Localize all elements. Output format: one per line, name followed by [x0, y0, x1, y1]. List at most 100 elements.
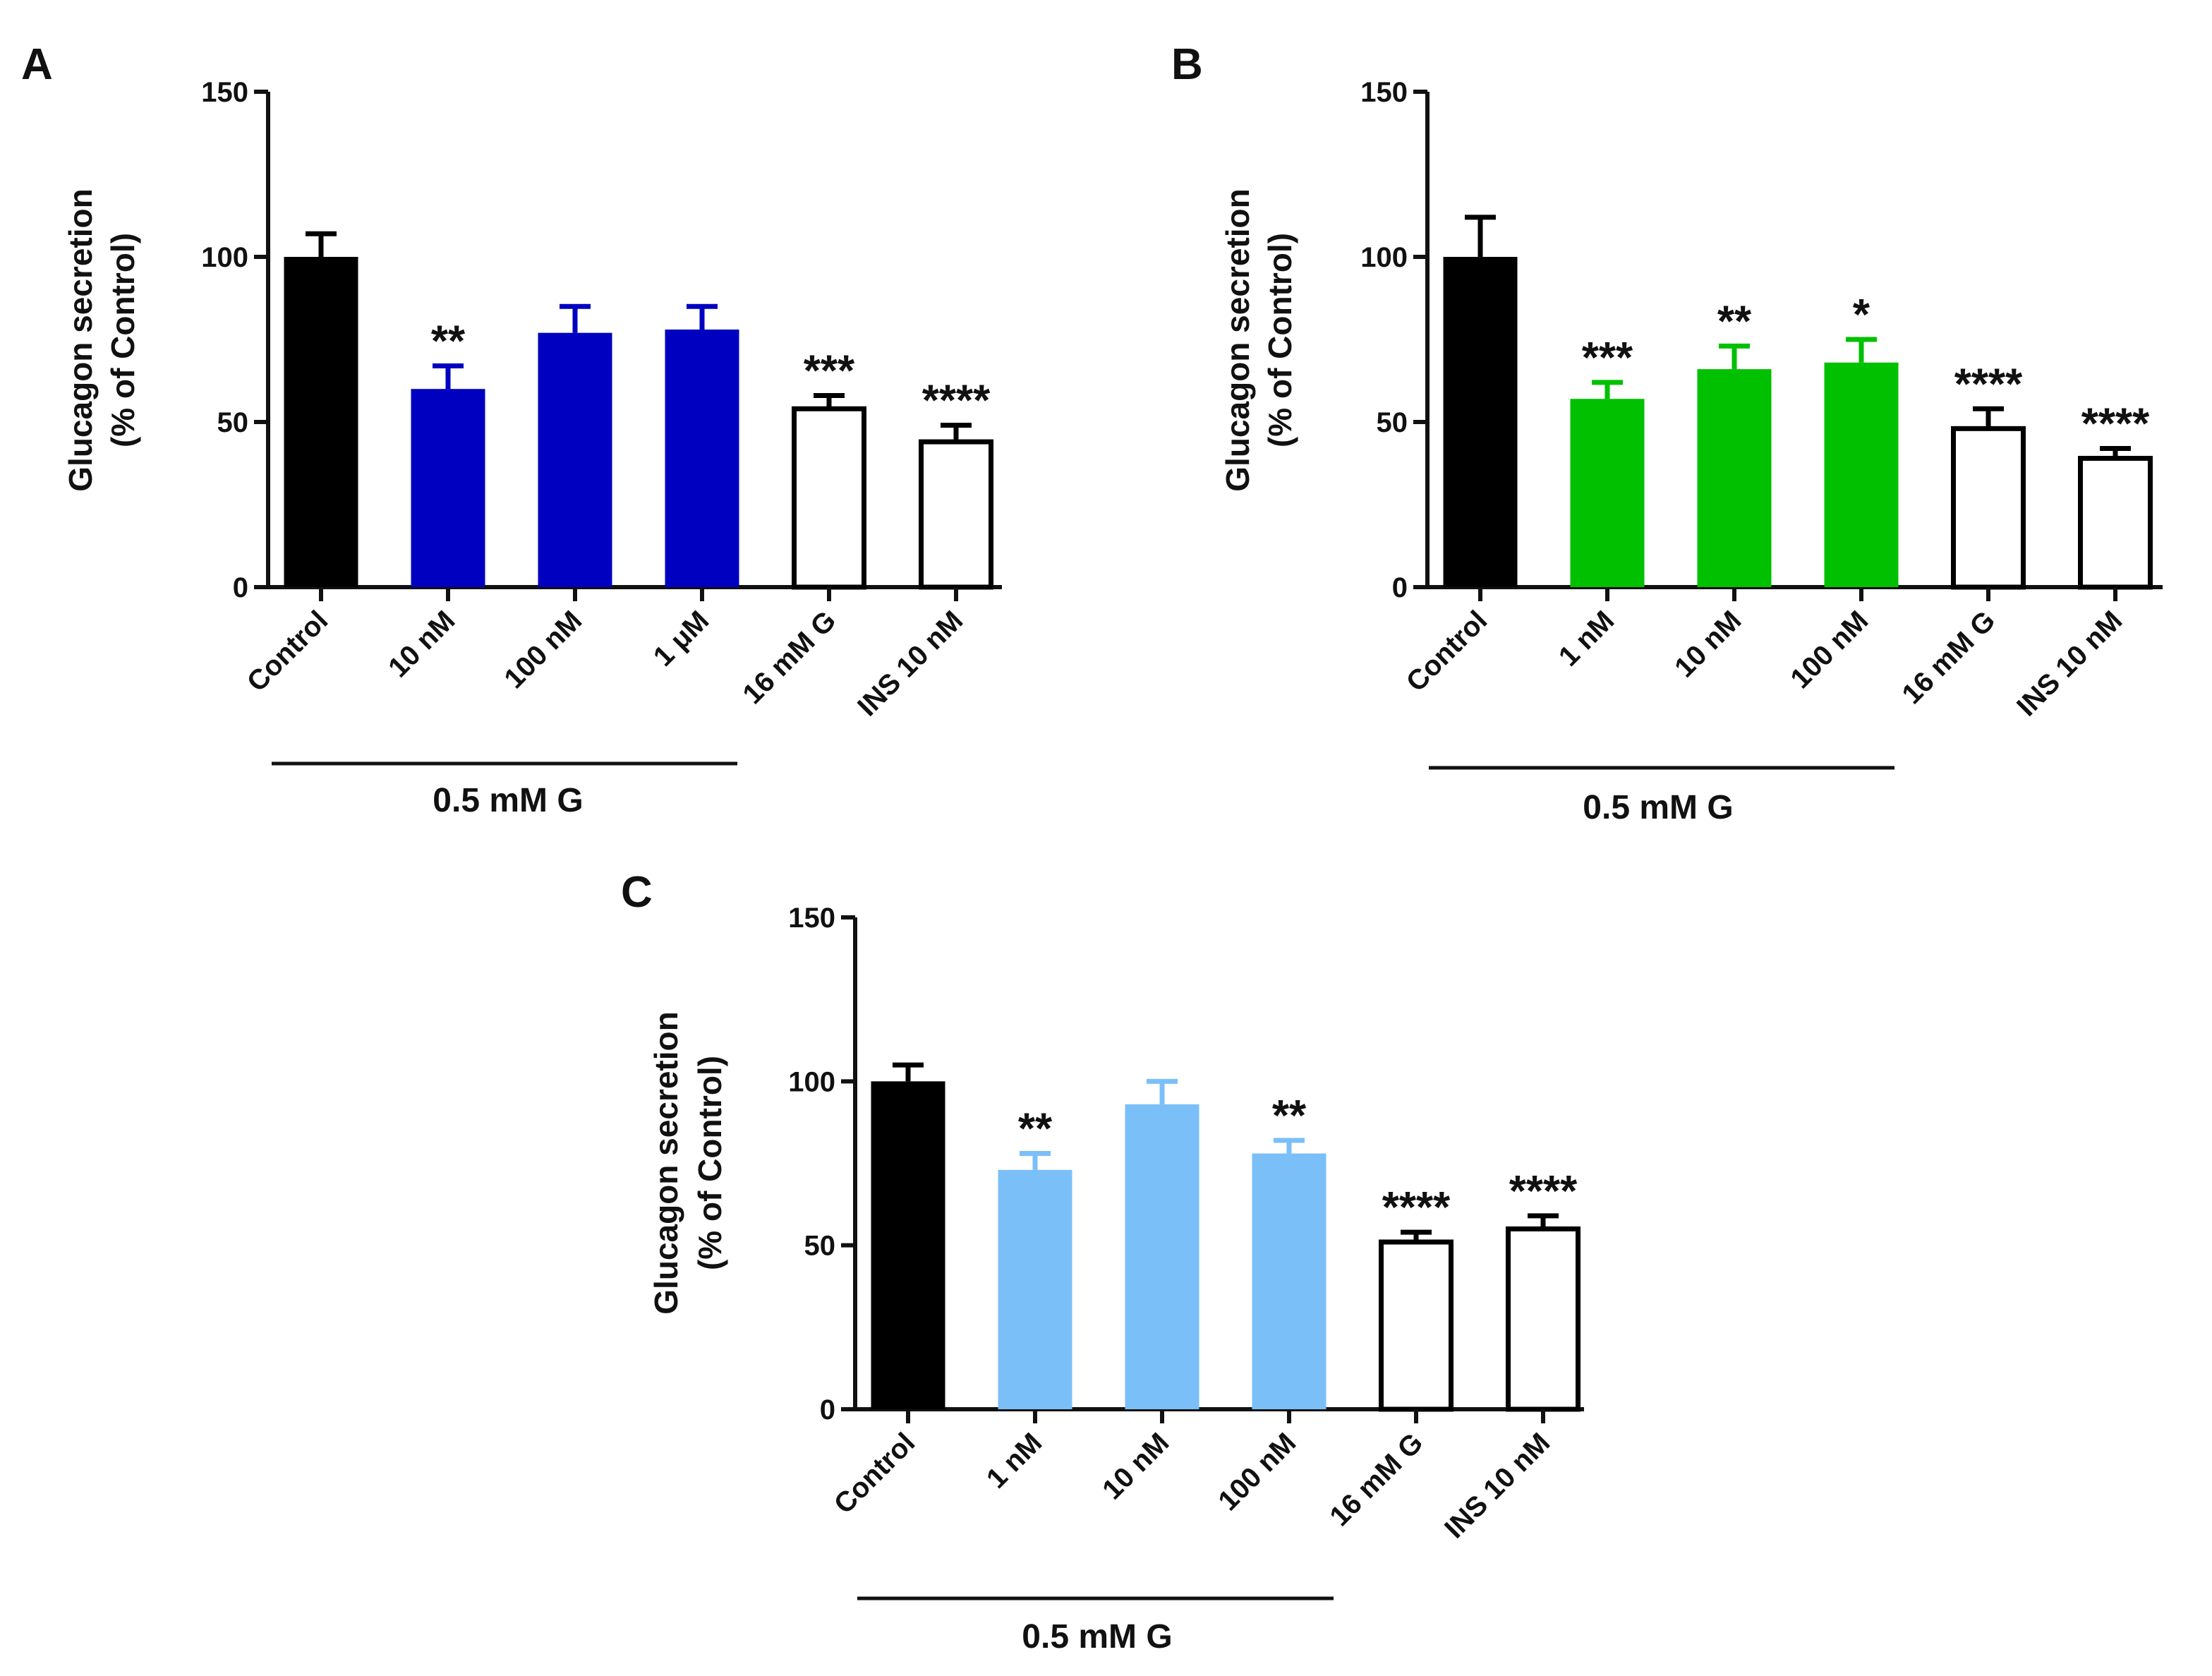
panel-b-x-label-3: 100 nM	[1784, 605, 1874, 694]
panel-c-x-label-2: 10 nM	[1096, 1427, 1175, 1505]
panel-c-significance-4: ****	[1382, 1183, 1451, 1232]
panel-a-error-bars	[306, 231, 972, 442]
panel-b-significance-1: ***	[1582, 334, 1633, 382]
panel-b-significance-marks: ***** *********	[1582, 291, 2150, 448]
panel-c-y-tick-label-0: 0	[820, 1394, 835, 1425]
panel-b-group-label: 0.5 mM G	[1583, 789, 1733, 826]
panel-b-bar-0	[1443, 257, 1518, 587]
panel-b-y-ticks: 0 50 100 150	[1360, 77, 1427, 603]
panel-a-ylabel-line1: Glucagon secretion	[62, 188, 99, 491]
panel-b-x-label-5: INS 10 nM	[2011, 605, 2128, 722]
panel-b-x-label-2: 10 nM	[1669, 605, 1747, 683]
panel-c-bars	[871, 1081, 1581, 1412]
panel-b-error-bar-4	[1973, 406, 2004, 429]
panel-b-bar-2	[1697, 369, 1772, 587]
panel-a-error-bar-3	[687, 303, 718, 330]
panel-a-y-tick-label-0: 0	[233, 572, 248, 603]
panel-c-y-ticks: 0 50 100 150	[788, 903, 855, 1425]
panel-a-error-bar-4	[814, 393, 845, 409]
panel-c-bar-4	[1379, 1239, 1453, 1412]
panel-a-x-label-1: 10 nM	[382, 605, 461, 683]
panel-a-bar-2	[538, 332, 612, 587]
panel-c-ylabel-line1: Glucagon secretion	[648, 1011, 684, 1314]
panel-b-significance-2: **	[1717, 297, 1752, 346]
panel-c-significance-3: **	[1272, 1092, 1307, 1140]
panel-a-error-bar-0	[306, 231, 337, 257]
panel-b-y-tick-label-0: 0	[1392, 572, 1408, 603]
panel-c-x-label-3: 100 nM	[1212, 1427, 1302, 1517]
panel-b-ylabel-line2: (% of Control)	[1262, 233, 1298, 447]
panel-c-y-tick-label-2: 100	[788, 1066, 835, 1097]
panel-c-x-label-1: 1 nM	[981, 1427, 1048, 1495]
panel-a-significance-5: ****	[922, 377, 991, 426]
panel-b-label: B	[1171, 40, 1203, 89]
panel-a-x-tick-labels: Control 10 nM 100 nM 1 μM 16 mM G INS 10 nM	[241, 587, 969, 723]
panel-c-x-label-0: Control	[828, 1427, 921, 1520]
panel-b-error-bar-1	[1592, 380, 1623, 399]
panel-a-error-bar-5	[941, 423, 972, 442]
panel-a-significance-4: ***	[804, 347, 855, 396]
panel-c-x-tick-labels: Control 1 nM 10 nM 100 nM 16 mM G INS 10 nM	[828, 1409, 1556, 1545]
panel-c-error-bar-3	[1274, 1138, 1305, 1154]
panel-a-y-tick-label-1: 50	[217, 407, 249, 438]
panel-a-bar-1	[411, 389, 485, 587]
panel-a-label: A	[21, 40, 53, 89]
panel-a-y-tick-label-2: 100	[201, 242, 248, 273]
panel-c-bar-5	[1506, 1226, 1581, 1412]
panel-c-x-label-4: 16 mM G	[1324, 1427, 1429, 1532]
panel-a-significance-1: **	[431, 317, 466, 366]
panel-b-significance-3: *	[1853, 291, 1870, 339]
panel-b-error-bars	[1465, 215, 2131, 459]
panel-b-x-tick-labels: Control 1 nM 10 nM 100 nM 16 mM G INS 10 nM	[1401, 587, 2128, 723]
panel-b-bar-4	[1951, 426, 2026, 590]
panel-b-ylabel-line1: Glucagon secretion	[1219, 188, 1256, 491]
panel-a-significance-marks: *********	[431, 317, 991, 425]
panel-c-y-tick-label-3: 150	[788, 903, 835, 934]
panel-b-error-bar-5	[2100, 445, 2131, 459]
panel-c: C Glucagon secretion (% of Control) 0 50 1…	[621, 868, 1584, 1656]
panel-c-bar-2	[1125, 1104, 1199, 1409]
panel-b-significance-4: ****	[1954, 360, 2023, 409]
panel-a-x-label-2: 100 nM	[498, 605, 588, 694]
panel-c-error-bar-2	[1147, 1078, 1178, 1104]
panel-b: B Glucagon secretion (% of Control) 0 50 1…	[1171, 40, 2163, 826]
panel-a-error-bar-1	[433, 363, 464, 390]
panel-b-bar-3	[1824, 362, 1899, 587]
panel-b-y-tick-label-1: 50	[1377, 407, 1408, 438]
panel-a: A Glucagon secretion (% of Control) 0 50 1…	[21, 40, 1002, 819]
panel-a-y-ticks: 0 50 100 150	[201, 77, 268, 603]
panel-b-x-label-4: 16 mM G	[1896, 605, 2001, 710]
panel-c-group-label: 0.5 mM G	[1022, 1618, 1172, 1656]
panel-a-y-tick-label-3: 150	[201, 77, 248, 108]
panel-a-x-label-5: INS 10 nM	[852, 605, 969, 722]
panel-a-x-label-3: 1 μM	[648, 605, 715, 673]
panel-c-error-bar-1	[1020, 1151, 1051, 1170]
panel-a-x-label-0: Control	[241, 605, 334, 698]
panel-c-error-bar-5	[1528, 1213, 1559, 1229]
panel-c-label: C	[621, 868, 653, 917]
panel-c-bar-3	[1252, 1153, 1326, 1409]
panel-c-x-label-5: INS 10 nM	[1439, 1427, 1556, 1544]
panel-c-error-bar-4	[1401, 1229, 1432, 1243]
panel-b-bar-1	[1570, 399, 1645, 587]
panel-c-error-bars	[893, 1062, 1559, 1243]
panel-b-significance-5: ****	[2081, 399, 2150, 448]
panel-a-group-label: 0.5 mM G	[433, 782, 583, 819]
panel-b-y-tick-label-2: 100	[1360, 242, 1408, 273]
panel-b-error-bar-2	[1719, 343, 1750, 370]
panel-c-bar-0	[871, 1081, 945, 1409]
panel-c-error-bar-0	[893, 1062, 924, 1082]
panel-b-bars	[1443, 257, 2153, 590]
panel-a-bar-0	[284, 257, 358, 587]
panel-a-ylabel-line2: (% of Control)	[104, 233, 141, 447]
panel-c-ylabel-line2: (% of Control)	[691, 1056, 728, 1270]
panel-a-bar-3	[665, 329, 739, 587]
panel-c-significance-marks: ** ****** ****	[1018, 1092, 1578, 1232]
panel-a-x-label-4: 16 mM G	[737, 605, 842, 710]
panel-a-bar-4	[792, 406, 866, 590]
panel-a-bars	[284, 257, 993, 590]
panel-b-error-bar-0	[1465, 215, 1496, 257]
panel-c-significance-5: ****	[1509, 1167, 1578, 1216]
panel-b-y-tick-label-3: 150	[1360, 77, 1408, 108]
